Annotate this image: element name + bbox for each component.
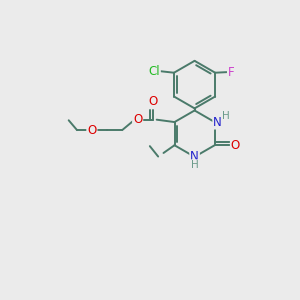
Text: H: H [191,160,199,170]
Text: O: O [87,124,97,136]
Text: H: H [222,110,230,121]
Text: O: O [133,113,142,126]
Text: N: N [213,116,222,129]
Text: N: N [190,150,199,163]
Text: F: F [228,66,235,79]
Text: Cl: Cl [148,65,160,78]
Text: O: O [231,139,240,152]
Text: O: O [148,95,158,108]
